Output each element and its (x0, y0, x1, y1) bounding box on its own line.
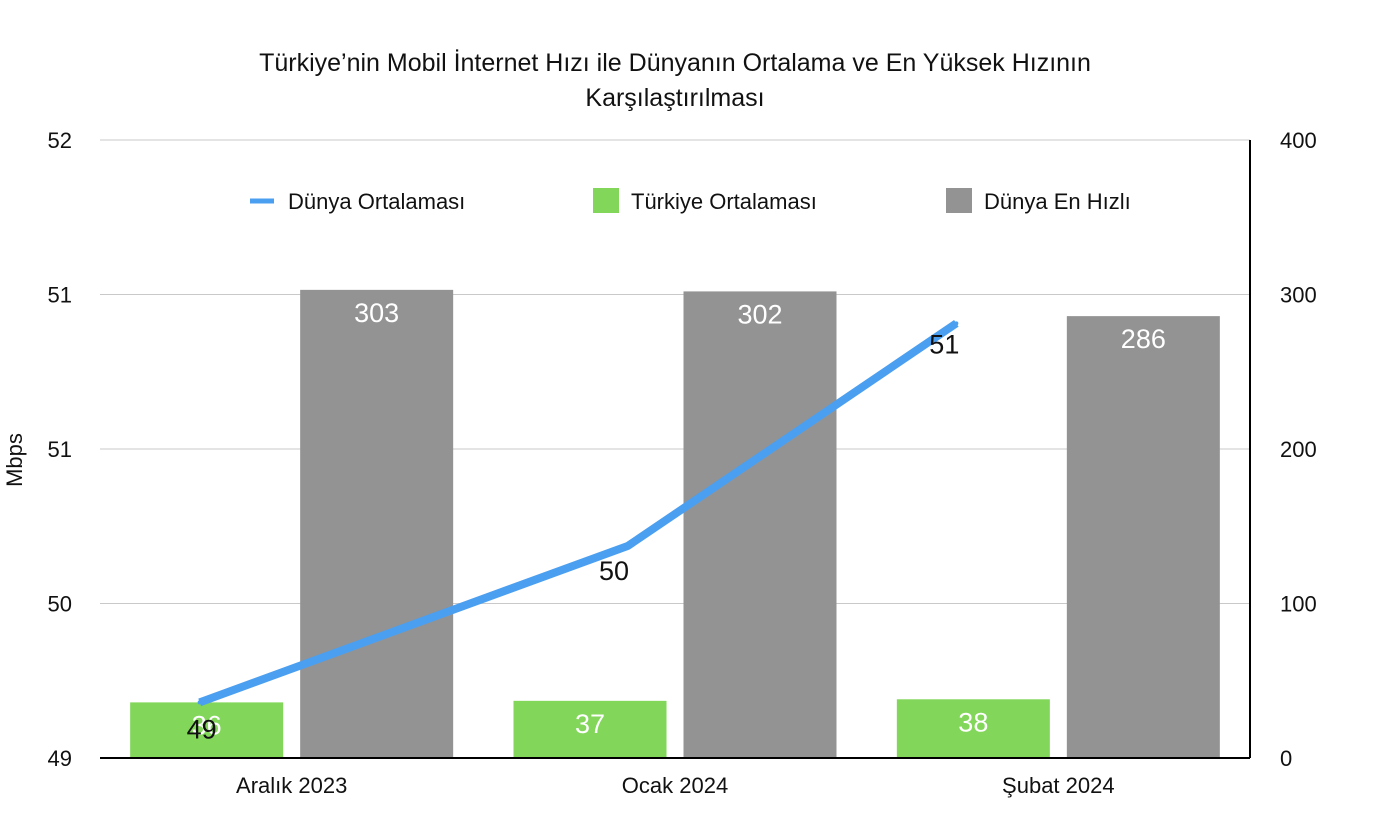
x-tick-label: Ocak 2024 (622, 773, 728, 798)
bar-value-label: 37 (575, 709, 605, 739)
gridlines (100, 139, 1250, 604)
bar-value-label: 303 (354, 298, 399, 328)
y-left-tick-label: 49 (48, 746, 72, 771)
legend-label: Dünya En Hızlı (984, 189, 1131, 214)
line-point (197, 700, 202, 705)
bar (300, 289, 454, 758)
legend: Dünya Ortalaması Türkiye Ortalaması Dünya … (250, 188, 1131, 214)
bar (130, 702, 284, 758)
legend-label: Türkiye Ortalaması (631, 189, 817, 214)
line-value-label: 50 (599, 556, 629, 586)
legend-swatch (593, 188, 619, 213)
legend-label: Dünya Ortalaması (288, 189, 465, 214)
line-series (197, 320, 959, 707)
y-right-tick-label: 400 (1280, 128, 1317, 153)
axes: 49 50 51 51 52 0 100 200 300 400 Mbps Aralık 2023 Oc… (2, 128, 1317, 798)
y-left-tick-label: 51 (48, 283, 72, 308)
bar-value-label: 302 (737, 299, 782, 329)
line-point (954, 321, 959, 326)
bars (130, 289, 1220, 758)
bar (683, 291, 837, 758)
x-tick-label: Aralık 2023 (236, 773, 347, 798)
y-right-tick-label: 200 (1280, 437, 1317, 462)
y-right-tick-label: 100 (1280, 592, 1317, 617)
x-tick-label: Şubat 2024 (1002, 773, 1115, 798)
bar-value-label: 286 (1121, 324, 1166, 354)
y-left-tick-label: 51 (48, 437, 72, 462)
legend-swatch (946, 188, 972, 213)
chart-title-line-1: Türkiye’nin Mobil İnternet Hızı ile Düny… (259, 48, 1091, 77)
line-value-label: 51 (929, 329, 959, 359)
line-point (626, 543, 630, 548)
bar-value-label: 38 (958, 707, 988, 737)
y-left-tick-label: 52 (48, 128, 72, 153)
line-value-label: 49 (187, 714, 217, 744)
y-right-tick-label: 0 (1280, 746, 1292, 771)
data-labels: 36 303 37 302 38 286 49 50 51 (187, 298, 1166, 745)
chart-title-line-2: Karşılaştırılması (585, 84, 764, 112)
bar-value-label: 36 (192, 710, 222, 740)
bar (513, 700, 667, 758)
y-left-tick-label: 50 (48, 592, 72, 617)
y-right-tick-label: 300 (1280, 283, 1317, 308)
bar (896, 699, 1050, 758)
y-axis-title: Mbps (2, 433, 27, 487)
bar (1066, 316, 1220, 758)
